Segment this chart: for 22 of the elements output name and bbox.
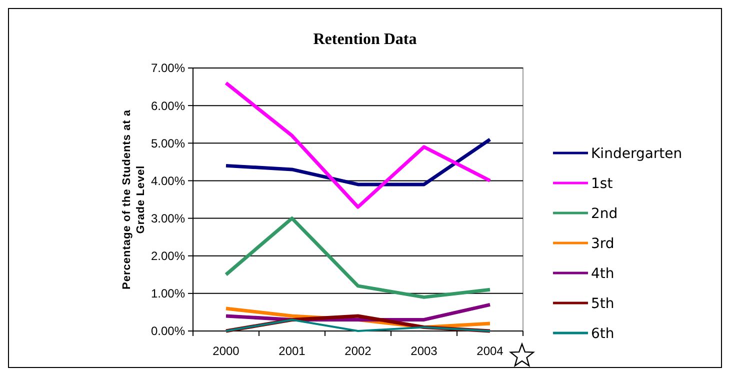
legend-label: 6th: [591, 326, 614, 342]
y-tick-label: 1.00%: [150, 286, 186, 301]
x-tick-label: 2002: [344, 344, 372, 358]
chart-title: Retention Data: [313, 31, 417, 48]
y-tick-label: 6.00%: [150, 98, 186, 113]
x-tick-label: 2000: [212, 344, 240, 358]
x-tick-label: 2004: [476, 344, 504, 358]
y-tick-label: 5.00%: [150, 136, 186, 150]
y-tick-label: 4.00%: [150, 174, 186, 188]
y-tick-label: 3.00%: [150, 211, 186, 226]
x-tick-label: 2001: [278, 344, 306, 358]
legend-label: 1st: [591, 176, 614, 192]
legend-label: 2nd: [591, 206, 618, 222]
legend-label: 5th: [591, 296, 614, 312]
y-tick-label: 0.00%: [150, 324, 186, 338]
legend-label: Kindergarten: [591, 146, 682, 162]
legend-label: 3rd: [591, 236, 614, 252]
y-tick-label: 7.00%: [150, 61, 186, 76]
legend-label: 4th: [591, 266, 614, 282]
y-axis-title: Percentage of the Students at a Grade Level: [121, 109, 147, 290]
y-tick-label: 2.00%: [150, 249, 186, 264]
x-tick-label: 2003: [410, 344, 438, 358]
